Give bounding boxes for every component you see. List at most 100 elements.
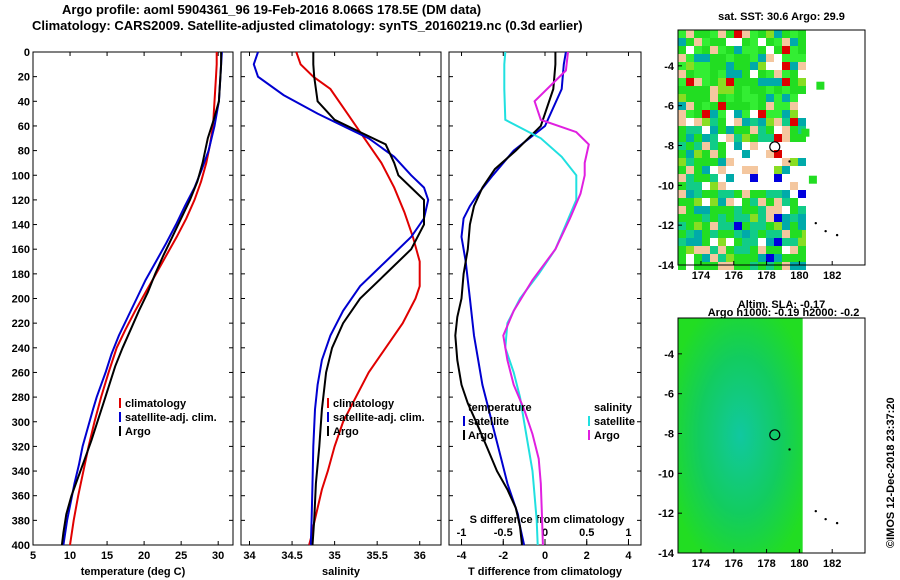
sst-cell — [774, 222, 782, 230]
sst-cell — [686, 86, 694, 94]
sst-cell — [790, 118, 798, 126]
difference-xtick-label: -2 — [498, 550, 508, 562]
sst-cell — [678, 86, 686, 94]
sst-cell — [782, 198, 790, 206]
sst-cell — [798, 158, 806, 166]
sst-cell — [750, 214, 758, 222]
sst-cell — [678, 30, 686, 38]
sst-cell — [726, 158, 734, 166]
sst-cell — [694, 150, 702, 158]
sst-cell — [710, 62, 718, 70]
sst-cell — [798, 30, 806, 38]
sst-cell — [702, 78, 710, 86]
sst-cell — [790, 46, 798, 54]
sst-cell — [790, 30, 798, 38]
sst-cell — [710, 262, 718, 270]
sst_map-xtick-label: 178 — [757, 270, 775, 282]
sst-cell — [686, 222, 694, 230]
sst-cell — [694, 62, 702, 70]
sst-cell — [702, 54, 710, 62]
sst-cell — [686, 166, 694, 174]
sst-cell — [774, 86, 782, 94]
sst-cell — [742, 38, 750, 46]
sla_map-xtick-label: 174 — [692, 558, 711, 570]
sst-cell — [782, 158, 790, 166]
sst-cell — [782, 238, 790, 246]
sst-cell — [774, 118, 782, 126]
sst-cell — [774, 102, 782, 110]
sst-cell — [678, 46, 686, 54]
sst-cell — [774, 78, 782, 86]
difference-xtick-label: -4 — [457, 550, 468, 562]
sst-cell — [798, 246, 806, 254]
sst_map-xtick-label: 180 — [790, 270, 808, 282]
depth-tick-label: 100 — [12, 170, 30, 182]
sst_map-axes-box — [677, 29, 866, 266]
sst-cell — [750, 166, 758, 174]
sst-cell — [734, 238, 742, 246]
sla_map-ytick-label: -6 — [664, 389, 674, 401]
sst-cell — [774, 150, 782, 158]
depth-tick-label: 20 — [18, 72, 30, 84]
sst-cell — [734, 222, 742, 230]
sst-cell — [766, 38, 774, 46]
sst-cell — [710, 94, 718, 102]
sst-cell — [702, 246, 710, 254]
sst-cell — [694, 118, 702, 126]
sst-cell — [686, 38, 694, 46]
salinity-xtick-label: 34.5 — [281, 550, 302, 562]
sst-cell — [798, 254, 806, 262]
sst-cell — [734, 118, 742, 126]
sst-cell — [694, 182, 702, 190]
sst-cell — [750, 94, 758, 102]
temperature-axes-box — [32, 51, 234, 546]
salinity-axes-box — [240, 51, 442, 546]
sst-cell — [766, 238, 774, 246]
sst-cell — [694, 190, 702, 198]
sst-cell — [726, 206, 734, 214]
sst-cell — [798, 134, 806, 142]
sst-cell — [702, 158, 710, 166]
sst-cell — [750, 38, 758, 46]
sst-cell — [710, 254, 718, 262]
sst-cell — [702, 118, 710, 126]
sst-cell — [774, 174, 782, 182]
sst-cell — [758, 70, 766, 78]
sst-cell — [758, 78, 766, 86]
temperature-legend-entry: satellite-adj. clim. — [125, 412, 217, 424]
sst-cell — [718, 198, 726, 206]
sst-cell — [726, 30, 734, 38]
sst-cell — [718, 206, 726, 214]
sst-cell — [694, 38, 702, 46]
salinity-line-argo — [311, 52, 425, 546]
sst-cell — [782, 110, 790, 118]
sla_map-field — [678, 318, 865, 553]
sst-cell — [678, 222, 686, 230]
temperature-xtick-label: 5 — [30, 550, 36, 562]
sst-cell — [726, 94, 734, 102]
sst-cell — [790, 94, 798, 102]
sst-cell — [718, 110, 726, 118]
depth-tick-label: 120 — [12, 195, 30, 207]
sst-cell — [686, 134, 694, 142]
sst-cell — [686, 62, 694, 70]
sst-cell — [678, 54, 686, 62]
sst-cell — [766, 70, 774, 78]
sla-field — [678, 318, 803, 553]
sst-cell — [734, 94, 742, 102]
sst-cell — [718, 254, 726, 262]
salinity-line-satellite-adj-clim- — [252, 51, 430, 546]
sst-cell — [750, 206, 758, 214]
sst-cell — [798, 86, 806, 94]
sst-cell — [710, 102, 718, 110]
sst-cell — [702, 86, 710, 94]
sst-cell — [742, 70, 750, 78]
salinity-line-climatology — [295, 51, 421, 546]
sst-cell — [782, 78, 790, 86]
sst-cell — [790, 86, 798, 94]
sst-cell — [718, 246, 726, 254]
sst-cell — [710, 126, 718, 134]
sst-cell — [734, 142, 742, 150]
sst-cell — [742, 78, 750, 86]
sst-cell — [750, 262, 758, 270]
